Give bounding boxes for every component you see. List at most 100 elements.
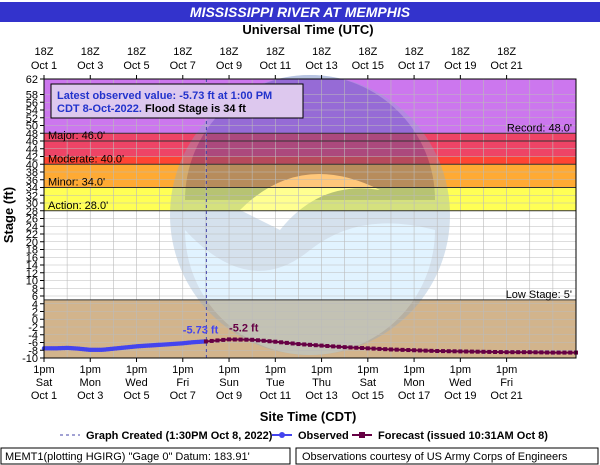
- forecast-point: [244, 337, 249, 342]
- band-moderate: [44, 156, 576, 165]
- y-tick-label: -2: [28, 322, 38, 334]
- y-tick-label: 22: [26, 229, 38, 241]
- legend-created-label: Graph Created (1:30PM Oct 8, 2022): [86, 430, 273, 442]
- x-tick-label: Wed: [125, 377, 147, 389]
- footer-courtesy: Observations courtesy of US Army Corps o…: [302, 451, 568, 463]
- y-tick-label: 54: [26, 105, 38, 117]
- forecast-point: [441, 349, 445, 354]
- title-bar: [0, 2, 600, 22]
- y-tick-label: 18: [26, 245, 38, 257]
- y-tick-label: 28: [26, 206, 38, 218]
- forecast-point: [383, 347, 388, 352]
- forecast-point: [203, 339, 208, 344]
- y-tick-label: -4: [28, 330, 38, 342]
- threshold-label-major: Major: 46.0': [48, 130, 105, 142]
- x-tick-label: Oct 5: [123, 390, 149, 402]
- footer-courtesy-box: [295, 447, 599, 465]
- y-tick-label: 16: [26, 252, 38, 264]
- forecast-point: [493, 349, 498, 354]
- y-tick-label: 36: [26, 175, 38, 187]
- forecast-point: [371, 346, 376, 351]
- forecast-point: [365, 346, 370, 351]
- top-tick-label: 18Z: [220, 46, 239, 58]
- y-tick-label: 10: [26, 276, 38, 288]
- forecast-point: [412, 348, 417, 353]
- x-tick-label: Sun: [219, 377, 239, 389]
- forecast-point: [255, 338, 260, 343]
- x-tick-label: Fri: [176, 377, 189, 389]
- forecast-point: [290, 341, 295, 346]
- y-tick-label: 38: [26, 167, 38, 179]
- forecast-point: [556, 350, 561, 355]
- forecast-point: [279, 340, 284, 345]
- forecast-point: [209, 338, 214, 343]
- x-tick-label: Tue: [266, 377, 285, 389]
- legend-forecast-marker: [359, 432, 365, 438]
- top-tick-label: 18Z: [312, 46, 331, 58]
- forecast-point: [550, 350, 555, 355]
- forecast-point: [475, 349, 480, 354]
- forecast-point: [510, 350, 515, 355]
- forecast-point: [498, 350, 503, 355]
- forecast-point: [406, 348, 411, 353]
- y-tick-label: 20: [26, 237, 38, 249]
- forecast-point: [227, 337, 232, 342]
- top-tick-label: Oct 3: [77, 60, 103, 72]
- forecast-point: [319, 343, 324, 348]
- y-tick-label: -8: [28, 345, 38, 357]
- forecast-point: [348, 345, 353, 350]
- flood-category-labels: Record: 48.0' Major: 46.0' Moderate: 40.0'…: [48, 122, 572, 301]
- forecast-point: [464, 349, 469, 354]
- top-tick-label: 18Z: [81, 46, 100, 58]
- forecast-point: [354, 345, 359, 350]
- x-tick-label: Oct 9: [216, 390, 242, 402]
- y-tick-label: 32: [26, 190, 38, 202]
- threshold-label-action: Action: 28.0': [48, 200, 108, 212]
- top-tick-label: Oct 15: [352, 60, 384, 72]
- y-tick-label: 50: [26, 121, 38, 133]
- latest-observation-date: CDT 8-Oct-2022.: [57, 103, 142, 115]
- x-tick-label: 1pm: [80, 364, 101, 376]
- forecast-point: [429, 348, 434, 353]
- top-tick-label: Oct 21: [490, 60, 522, 72]
- x-tick-label: 1pm: [172, 364, 193, 376]
- y-tick-label: 40: [26, 159, 38, 171]
- forecast-point: [469, 349, 474, 354]
- threshold-label-minor: Minor: 34.0': [48, 177, 105, 189]
- forecast-point: [360, 346, 365, 351]
- top-tick-label: 18Z: [173, 46, 192, 58]
- y-tick-label: 62: [26, 74, 38, 86]
- x-tick-label: Thu: [312, 377, 331, 389]
- forecast-point: [562, 350, 567, 355]
- y-tick-label: 46: [26, 136, 38, 148]
- forecast-point: [267, 339, 272, 344]
- x-tick-label: Oct 11: [260, 390, 292, 402]
- legend-observed-label: Observed: [298, 430, 349, 442]
- forecast-point: [394, 347, 399, 352]
- top-tick-label: Oct 19: [444, 60, 476, 72]
- forecast-point: [261, 338, 266, 343]
- y-axis-title: Stage (ft): [1, 187, 16, 243]
- top-tick-label: 18Z: [266, 46, 285, 58]
- top-tick-label: 18Z: [35, 46, 54, 58]
- flood-stage-note: Flood Stage is 34 ft: [142, 103, 246, 115]
- y-tick-label: 34: [26, 183, 38, 195]
- forecast-point: [308, 342, 312, 347]
- y-axis-ticks: -10-8-6-4-202468101214161820222426283032…: [22, 74, 44, 365]
- top-axis-title: Universal Time (UTC): [242, 22, 373, 37]
- x-tick-label: 1pm: [126, 364, 147, 376]
- y-tick-label: 6: [32, 291, 38, 303]
- forecast-point: [516, 350, 521, 355]
- latest-observation-box: Latest observed value: -5.73 ft at 1:00 …: [50, 83, 304, 119]
- chart-title: MISSISSIPPI RIVER AT MEMPHIS: [190, 4, 411, 20]
- x-tick-label: 1pm: [403, 364, 424, 376]
- forecast-point: [539, 350, 544, 355]
- bottom-axis-title: Site Time (CDT): [260, 409, 357, 424]
- series-labels: -5.73 ft -5.2 ft: [183, 323, 259, 337]
- top-tick-label: Oct 11: [260, 60, 292, 72]
- series-label-forecast: -5.2 ft: [229, 323, 259, 335]
- forecast-point: [232, 337, 237, 342]
- y-tick-label: -6: [28, 338, 38, 350]
- y-tick-label: -10: [22, 353, 38, 365]
- band-minor: [44, 164, 576, 188]
